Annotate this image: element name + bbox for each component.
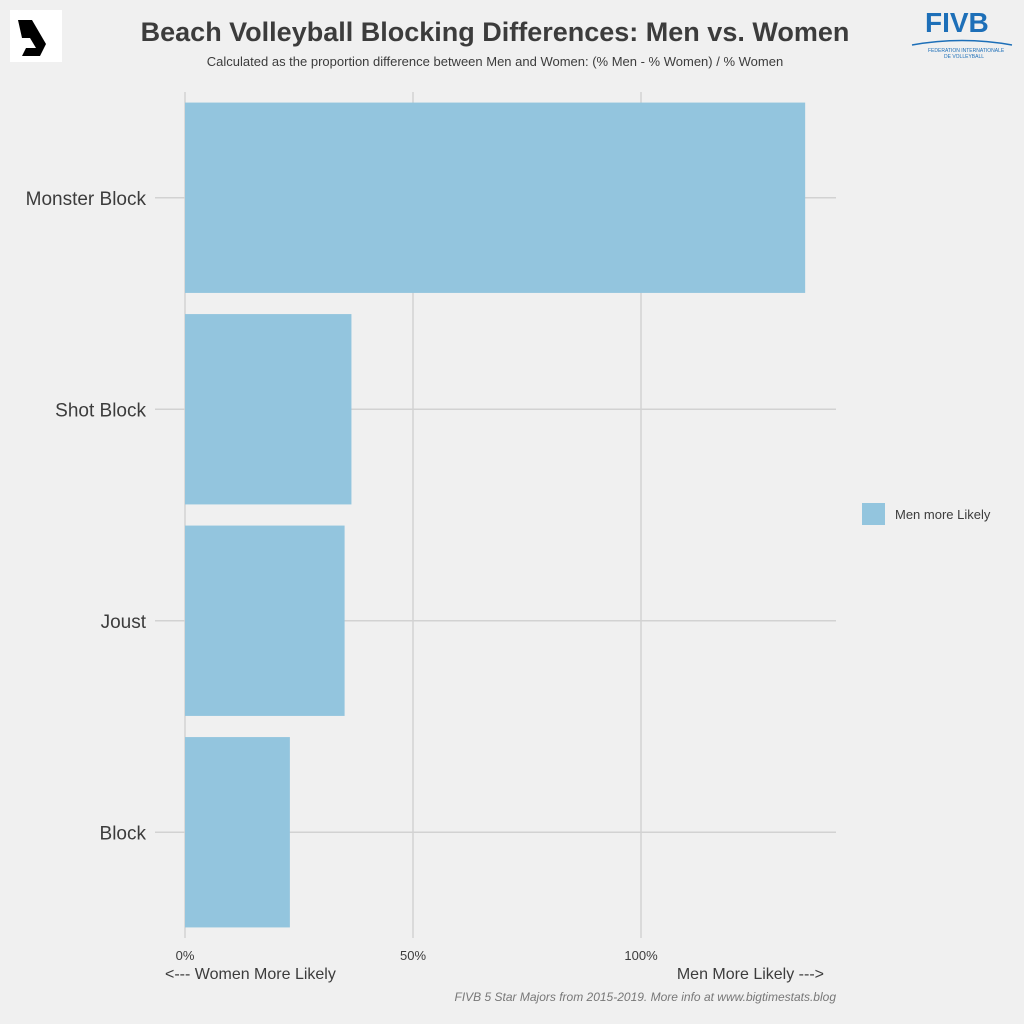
fivb-logo-sub1: FEDERATION INTERNATIONALE xyxy=(928,48,1005,54)
chart-subtitle: Calculated as the proportion difference … xyxy=(207,54,783,69)
legend-label: Men more Likely xyxy=(895,507,991,522)
bigtimestats-logo xyxy=(10,10,62,62)
legend-swatch xyxy=(862,503,885,525)
s-logo-icon xyxy=(18,20,46,56)
category-label-0: Monster Block xyxy=(26,189,147,210)
x-tick-labels: 0% 50% 100% xyxy=(176,948,658,963)
bar-shot-block xyxy=(185,314,352,505)
bar-block xyxy=(185,737,290,928)
x-tick-label-2: 100% xyxy=(624,948,658,963)
bar-monster-block xyxy=(185,102,806,293)
category-label-2: Joust xyxy=(101,612,147,633)
fivb-logo: FIVB FEDERATION INTERNATIONALE DE VOLLEY… xyxy=(911,7,1013,60)
left-direction-label: <--- Women More Likely xyxy=(165,966,336,983)
bar-joust xyxy=(185,525,345,716)
footer-caption: FIVB 5 Star Majors from 2015-2019. More … xyxy=(455,990,837,1004)
category-label-3: Block xyxy=(100,823,147,844)
x-tick-label-1: 50% xyxy=(400,948,426,963)
bars xyxy=(185,102,806,928)
fivb-swoosh-icon xyxy=(911,39,1013,46)
fivb-logo-text: FIVB xyxy=(925,7,989,38)
x-tick-label-0: 0% xyxy=(176,948,195,963)
legend: Men more Likely xyxy=(862,503,991,525)
category-label-1: Shot Block xyxy=(55,400,146,421)
right-direction-label: Men More Likely ---> xyxy=(677,966,824,983)
fivb-logo-sub2: DE VOLLEYBALL xyxy=(944,54,984,60)
chart-title: Beach Volleyball Blocking Differences: M… xyxy=(141,17,850,47)
category-labels: Monster Block Shot Block Joust Block xyxy=(26,189,147,845)
